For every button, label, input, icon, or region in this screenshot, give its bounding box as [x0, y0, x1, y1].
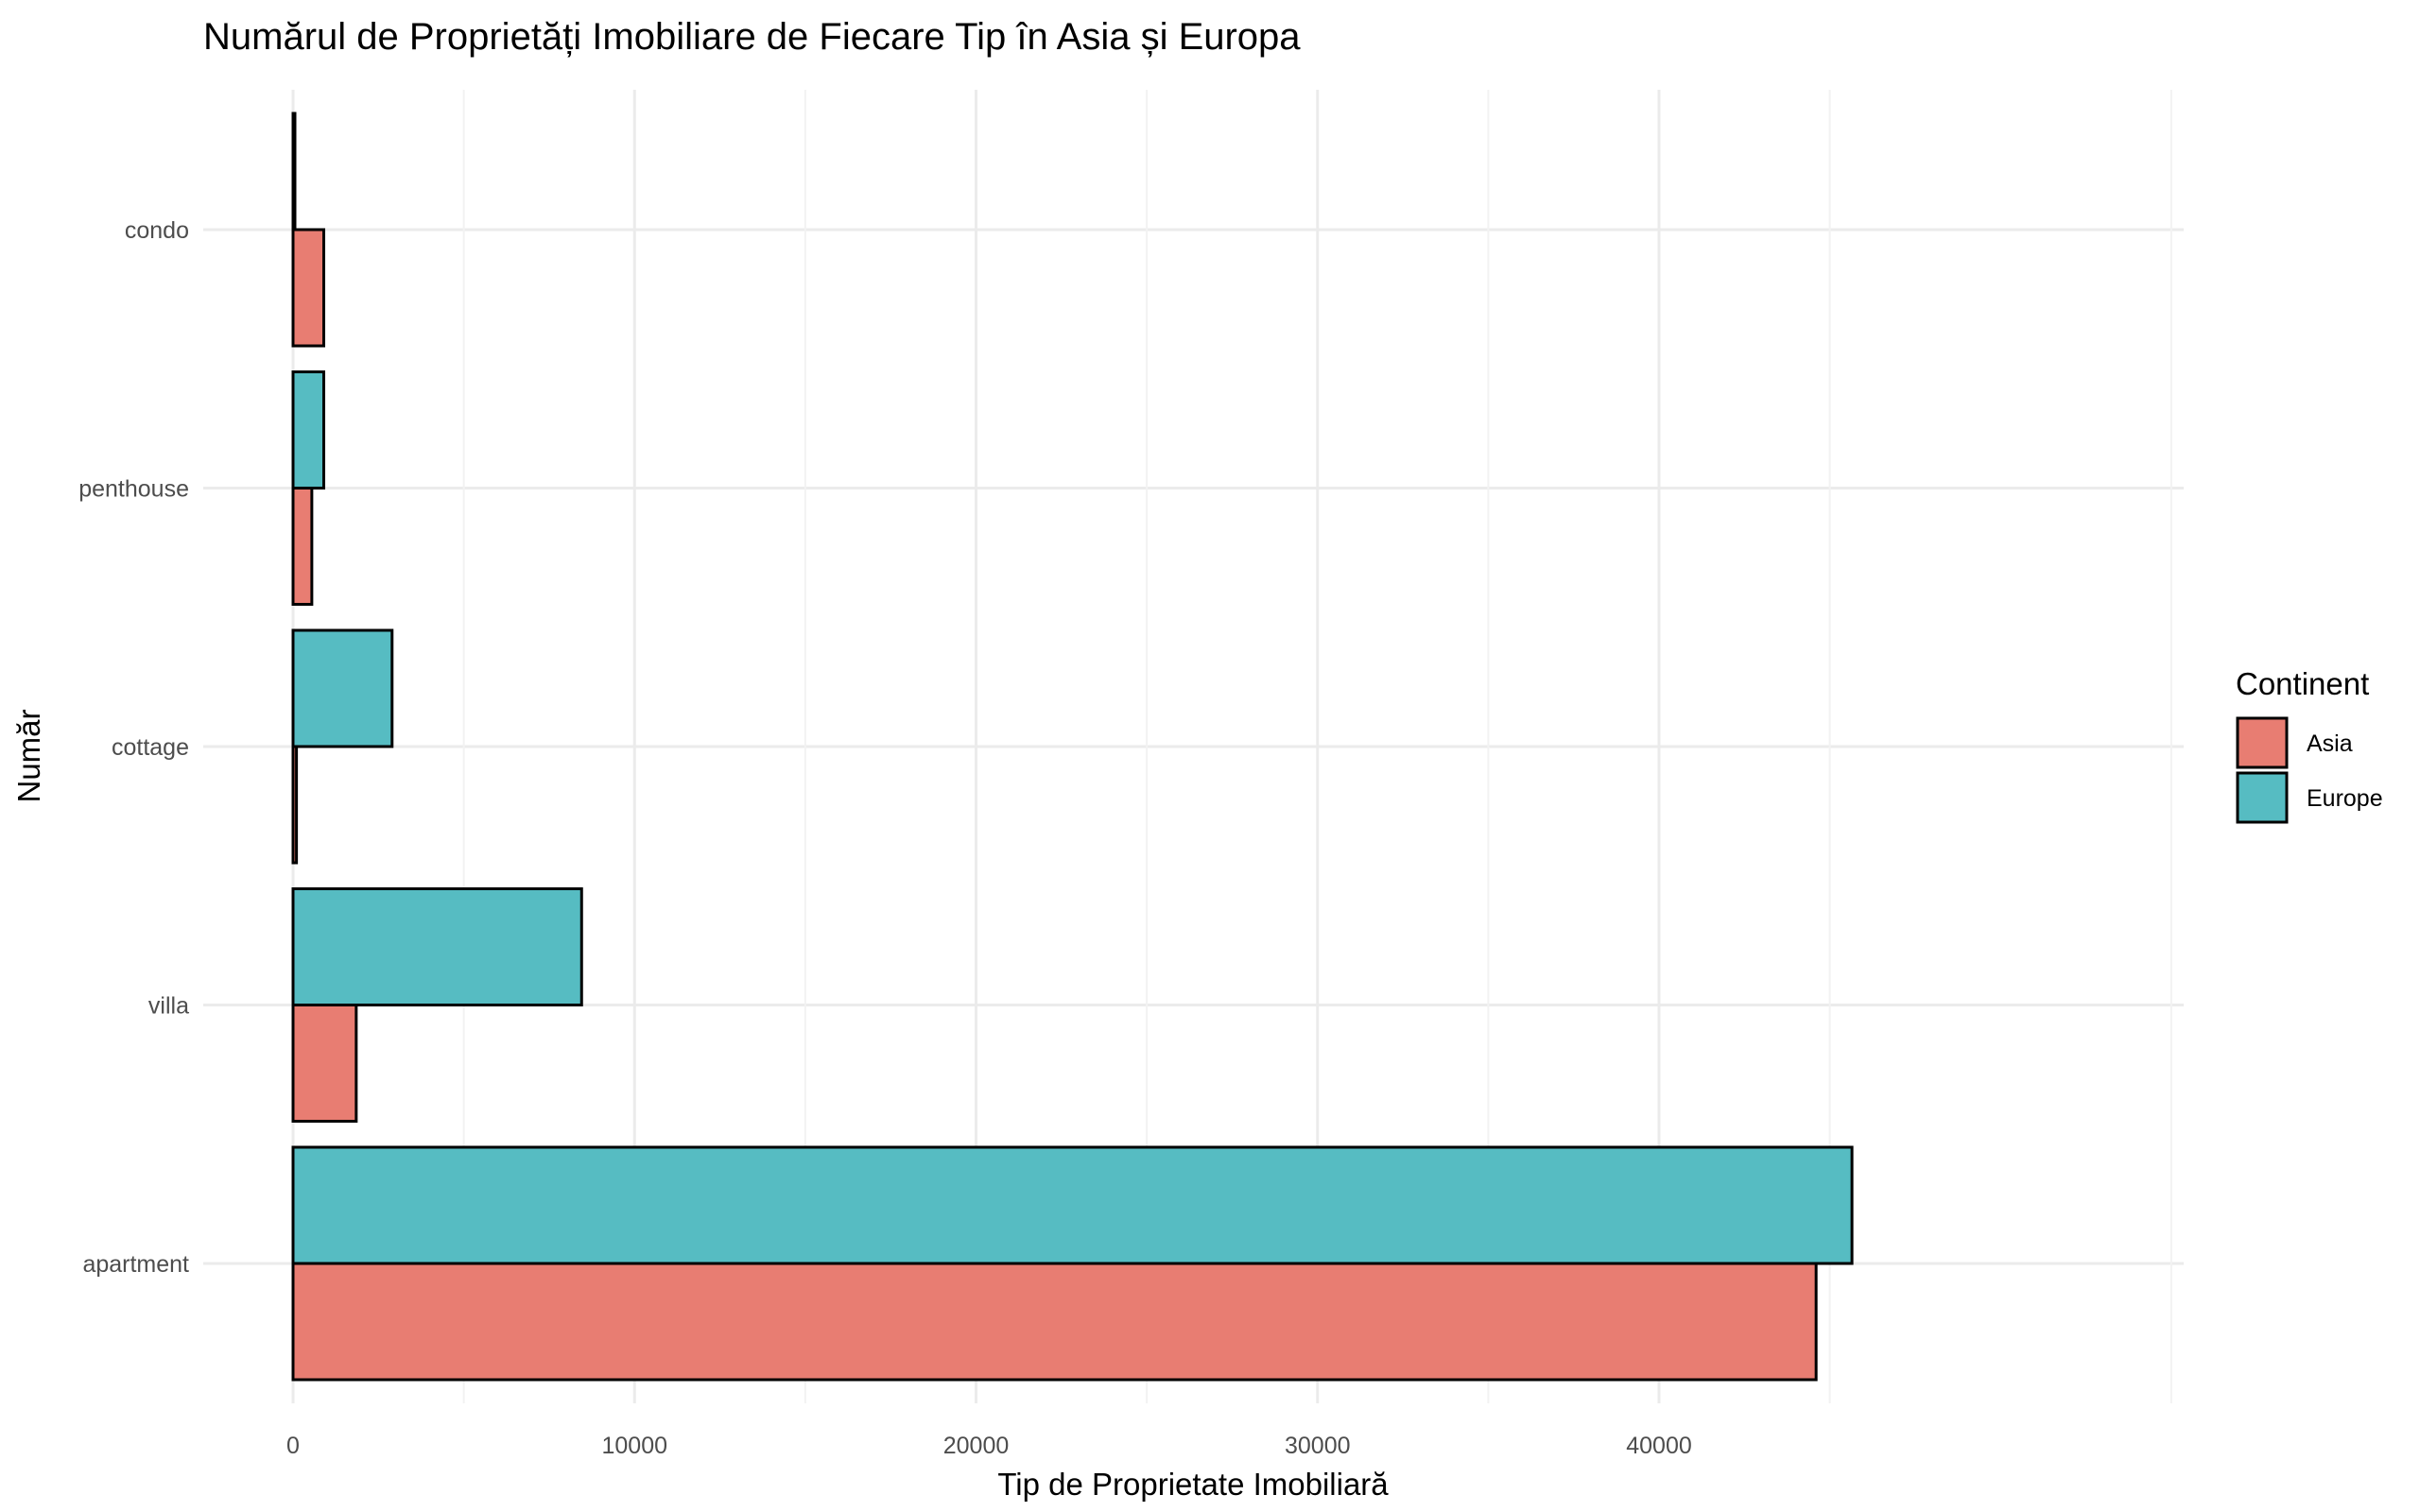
- y-tick-label: cottage: [112, 734, 189, 761]
- bar-asia-penthouse: [291, 487, 314, 606]
- bar-europe-penthouse: [291, 370, 326, 490]
- bar-asia-condo: [291, 228, 326, 348]
- y-tick-label: apartment: [82, 1251, 189, 1278]
- bar-asia-cottage: [291, 745, 299, 865]
- x-tick-label: 10000: [601, 1433, 667, 1459]
- y-tick-label: penthouse: [78, 476, 189, 503]
- bar-asia-apartment: [291, 1262, 1818, 1382]
- bar-europe-cottage: [291, 628, 394, 748]
- x-tick-label: 40000: [1626, 1433, 1692, 1459]
- legend-label-europe: Europe: [2307, 785, 2383, 812]
- x-tick-labels: 0 10000 20000 30000 40000: [286, 1433, 1692, 1459]
- bar-europe-villa: [291, 887, 583, 1006]
- bar-europe-condo: [291, 112, 297, 232]
- y-axis-title: Număr: [11, 709, 46, 802]
- x-axis-title: Tip de Proprietate Imobiliară: [997, 1467, 1389, 1502]
- legend-key-europe: [2236, 771, 2289, 824]
- legend-title: Continent: [2236, 666, 2369, 701]
- legend-label-asia: Asia: [2307, 730, 2353, 757]
- bars: [291, 112, 1854, 1382]
- legend-key-asia: [2236, 716, 2289, 769]
- x-tick-label: 0: [286, 1433, 300, 1459]
- y-tick-label: villa: [148, 993, 189, 1020]
- chart-title: Numărul de Proprietăți Imobiliare de Fie…: [203, 16, 1301, 58]
- x-tick-label: 30000: [1285, 1433, 1351, 1459]
- legend: Continent Asia Europe: [2236, 666, 2383, 824]
- y-tick-labels: apartment villa cottage penthouse condo: [78, 217, 189, 1278]
- y-tick-label: condo: [125, 217, 189, 244]
- x-tick-label: 20000: [943, 1433, 1010, 1459]
- bar-asia-villa: [291, 1004, 358, 1123]
- bar-europe-apartment: [291, 1145, 1854, 1265]
